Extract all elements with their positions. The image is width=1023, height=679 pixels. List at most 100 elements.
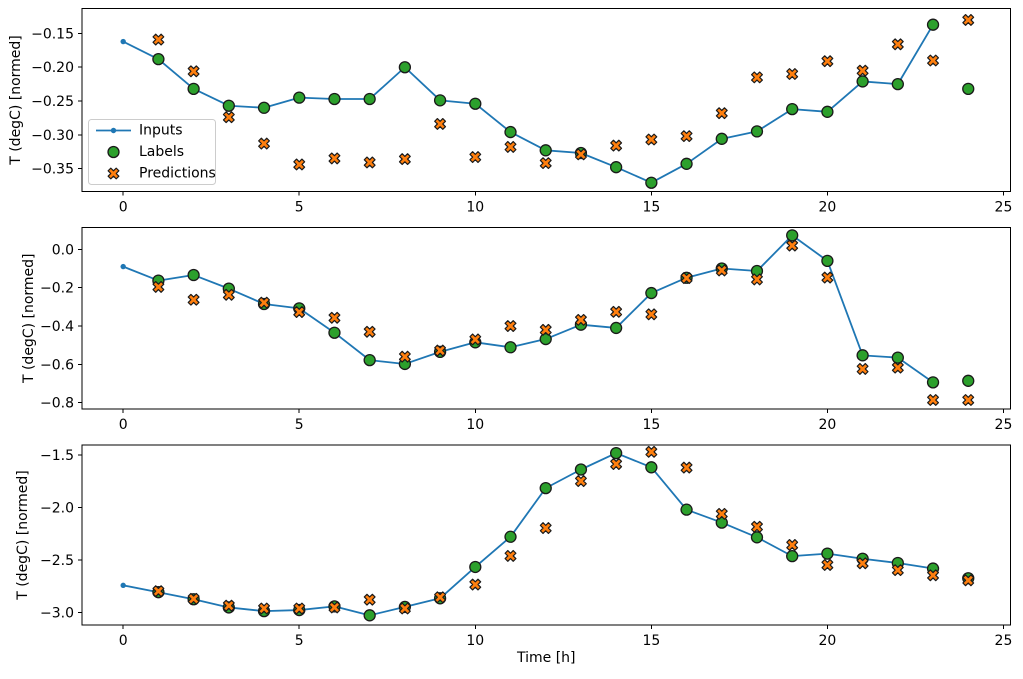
label-marker — [293, 91, 306, 104]
prediction-marker — [258, 137, 271, 150]
inputs-line — [122, 23, 934, 184]
legend-predictions-x-icon — [107, 167, 120, 180]
label-marker — [257, 101, 271, 114]
x-tick-label: 15 — [642, 633, 660, 649]
axes-frame — [81, 444, 1011, 626]
prediction-marker — [856, 64, 869, 77]
prediction-marker — [927, 569, 940, 582]
label-marker — [645, 286, 658, 300]
subplot-3: 0 5 10 15 20 25 −1.5 −2.0 −2.5 −3.0 T (degC) [norm… — [15, 444, 1013, 666]
label-marker — [645, 176, 658, 189]
prediction-marker — [962, 574, 975, 587]
prediction-marker — [504, 549, 517, 562]
x-tick-label: 0 — [119, 417, 128, 433]
label-marker — [609, 321, 623, 335]
label-marker — [926, 376, 940, 389]
label-marker — [152, 52, 165, 66]
prediction-marker — [187, 65, 200, 78]
legend: Inputs Labels Predictions — [88, 119, 216, 185]
prediction-marker — [469, 151, 482, 164]
prediction-marker — [680, 272, 693, 285]
x-tick-label: 10 — [466, 200, 484, 216]
prediction-marker — [363, 325, 376, 338]
y-axis-label: T (degC) [normed] — [15, 470, 31, 601]
prediction-marker — [152, 585, 165, 598]
y-tick-label: −0.35 — [31, 162, 74, 178]
prediction-marker — [222, 111, 235, 124]
label-marker — [680, 157, 693, 170]
labels-scatter — [152, 446, 975, 622]
label-marker — [750, 531, 764, 544]
x-tick-label: 5 — [295, 417, 304, 433]
label-marker — [891, 351, 904, 364]
prediction-marker — [469, 578, 482, 591]
inputs-point — [120, 38, 126, 45]
prediction-marker — [469, 333, 482, 346]
x-tick-label: 15 — [642, 200, 660, 216]
y-tick-label: −3.0 — [40, 606, 74, 622]
prediction-marker — [645, 445, 658, 458]
prediction-marker — [610, 305, 623, 318]
label-marker — [715, 132, 728, 145]
label-marker — [363, 92, 376, 106]
y-tick-label: −0.6 — [40, 357, 74, 373]
prediction-marker — [539, 323, 552, 336]
prediction-marker — [856, 557, 869, 570]
label-marker — [962, 82, 975, 96]
prediction-marker — [187, 293, 200, 306]
y-tick-label: −0.4 — [40, 319, 74, 335]
x-tick-label: 25 — [995, 633, 1013, 649]
prediction-marker — [891, 564, 904, 577]
prediction-marker — [258, 602, 271, 615]
legend-labels-circle-icon — [107, 145, 120, 159]
label-marker — [750, 125, 764, 138]
prediction-marker — [856, 362, 869, 375]
prediction-marker — [328, 152, 341, 165]
prediction-marker — [434, 118, 447, 130]
prediction-marker — [293, 158, 306, 171]
legend-label-inputs: Inputs — [139, 123, 183, 139]
label-marker — [539, 481, 552, 495]
label-marker — [856, 349, 869, 362]
y-axis: −1.5 −2.0 −2.5 −3.0 — [40, 448, 82, 622]
y-tick-label: −0.15 — [31, 26, 74, 42]
prediction-marker — [504, 320, 517, 332]
y-tick-label: −1.5 — [40, 448, 74, 464]
prediction-marker — [504, 140, 517, 153]
prediction-marker — [539, 522, 552, 535]
x-tick-label: 10 — [466, 633, 484, 649]
label-marker — [926, 18, 940, 31]
prediction-marker — [715, 107, 728, 120]
x-tick-label: 5 — [295, 200, 304, 216]
label-marker — [469, 97, 482, 110]
label-marker — [504, 341, 517, 354]
label-marker — [504, 125, 517, 139]
prediction-marker — [751, 520, 763, 533]
legend-label-predictions: Predictions — [139, 166, 216, 182]
x-tick-label: 20 — [818, 200, 836, 216]
prediction-marker — [363, 593, 376, 606]
x-tick-label: 0 — [119, 200, 128, 216]
y-axis: −0.15 −0.20 −0.25 −0.30 −0.35 — [31, 26, 82, 178]
x-tick-label: 5 — [295, 633, 304, 649]
prediction-marker — [328, 601, 341, 614]
label-marker — [609, 446, 623, 460]
legend-label-labels: Labels — [139, 144, 184, 160]
label-marker — [504, 530, 517, 543]
prediction-marker — [680, 461, 693, 474]
inputs-point — [120, 582, 126, 589]
label-marker — [363, 353, 376, 367]
prediction-marker — [715, 507, 728, 520]
label-marker — [469, 560, 482, 574]
label-marker — [363, 609, 376, 622]
inputs-points — [120, 22, 936, 186]
prediction-marker — [610, 458, 623, 470]
x-tick-label: 25 — [995, 417, 1013, 433]
inputs-point — [120, 263, 126, 270]
x-tick-label: 0 — [119, 633, 128, 649]
x-axis: 0 5 10 15 20 25 — [119, 409, 1013, 433]
label-marker — [328, 326, 341, 339]
label-marker — [821, 254, 834, 267]
predictions-scatter — [152, 445, 975, 615]
